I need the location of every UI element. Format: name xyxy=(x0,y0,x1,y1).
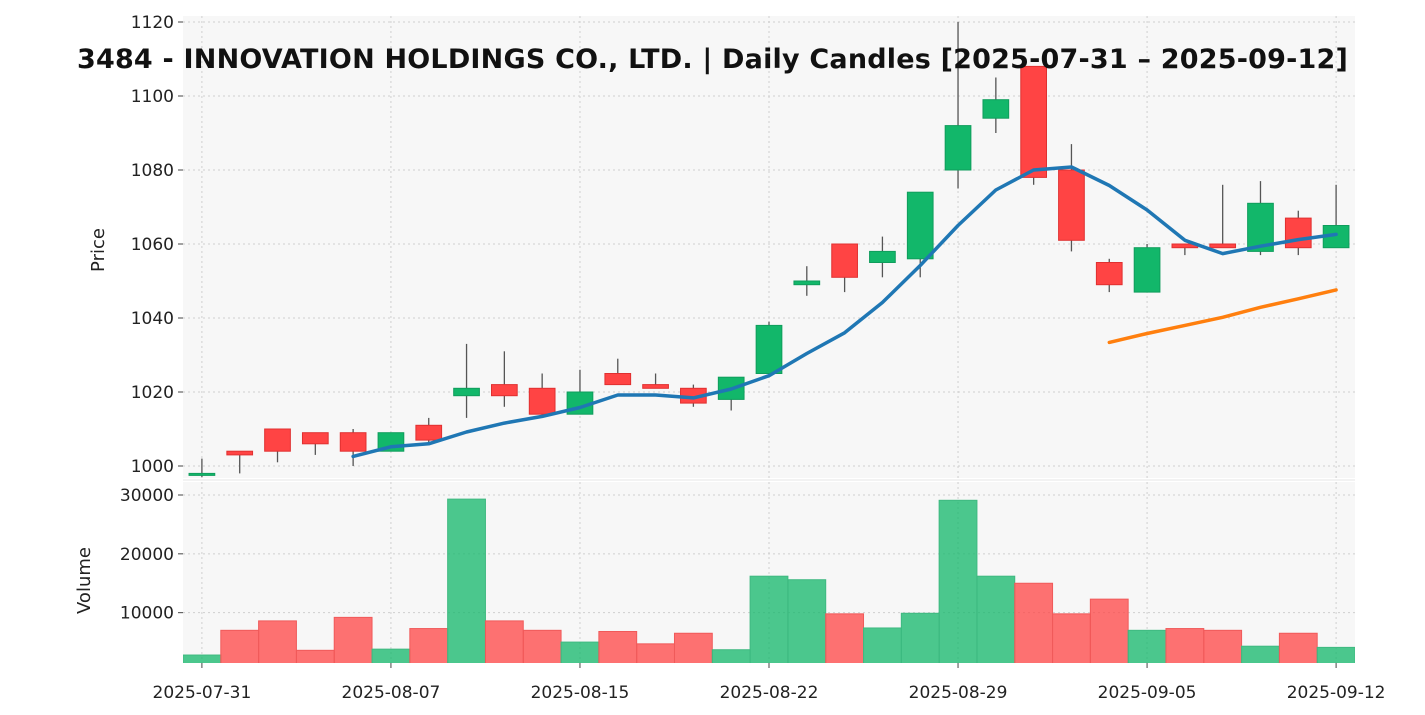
x-tick-label: 2025-08-22 xyxy=(720,683,819,703)
volume-bar xyxy=(825,613,865,663)
candle-body-up xyxy=(755,324,783,374)
candle-body-down xyxy=(264,428,291,452)
price-series xyxy=(188,22,1350,478)
price-y-tick-label: 1120 xyxy=(131,13,174,33)
volume-bar xyxy=(371,648,411,663)
x-tick-label: 2025-08-07 xyxy=(342,683,441,703)
volume-bar xyxy=(560,641,600,663)
candle-body-down xyxy=(831,243,858,278)
x-tick-label: 2025-09-05 xyxy=(1098,683,1197,703)
volume-bar xyxy=(938,499,978,663)
moving-average-line-short xyxy=(351,165,1338,459)
candle-body-up xyxy=(906,191,934,260)
volume-bar xyxy=(1278,632,1318,663)
candle-body-up xyxy=(982,99,1010,119)
volume-bar xyxy=(1316,646,1355,663)
volume-bar xyxy=(787,579,827,663)
volume-bar xyxy=(333,616,373,663)
volume-bar xyxy=(1127,629,1167,663)
volume-bar xyxy=(1165,628,1205,663)
candle-body-down xyxy=(1095,262,1123,286)
candle-body-down xyxy=(1209,243,1237,249)
volume-bar xyxy=(976,575,1016,663)
candle-body-up xyxy=(188,472,216,476)
volume-y-tick-label: 30000 xyxy=(120,486,174,506)
x-tick-label: 2025-08-15 xyxy=(531,683,630,703)
volume-axis-label: Volume xyxy=(74,547,95,614)
volume-bar xyxy=(749,575,789,663)
price-y-tick-label: 1000 xyxy=(131,457,174,477)
volume-bar xyxy=(258,620,297,663)
candle-body-down xyxy=(1058,169,1085,241)
x-tick-label: 2025-07-31 xyxy=(153,683,252,703)
volume-bar xyxy=(863,627,902,663)
volume-bar xyxy=(484,620,524,663)
volume-bar xyxy=(183,654,222,663)
candle-body-up xyxy=(453,387,480,397)
price-y-tick-label: 1060 xyxy=(131,235,174,255)
candle-body-down xyxy=(301,432,329,445)
candle-body-down xyxy=(226,450,254,456)
volume-bar xyxy=(711,649,751,663)
volume-bar xyxy=(522,629,562,663)
candle-body-down xyxy=(1284,217,1312,249)
candle-body-up xyxy=(793,280,821,286)
volume-bar xyxy=(1203,629,1243,663)
volume-bar xyxy=(1014,582,1054,663)
x-tick-label: 2025-08-29 xyxy=(909,683,1008,703)
price-y-tick-label: 1100 xyxy=(131,87,174,107)
chart-title: 3484 - INNOVATION HOLDINGS CO., LTD. | D… xyxy=(76,44,1349,75)
price-y-tick-label: 1080 xyxy=(131,161,174,181)
candle-body-down xyxy=(491,384,518,397)
price-y-tick-label: 1020 xyxy=(131,383,174,403)
candle-body-up xyxy=(944,125,972,171)
volume-bar xyxy=(447,498,486,663)
volume-y-tick-label: 10000 xyxy=(120,604,174,624)
candle-body-down xyxy=(642,384,669,389)
volume-bar xyxy=(295,649,335,663)
price-axis-label: Price xyxy=(88,228,109,272)
candle-body-down xyxy=(528,387,556,415)
volume-bar xyxy=(900,612,940,663)
volume-bar xyxy=(636,643,675,663)
price-y-tick-label: 1040 xyxy=(131,309,174,329)
volume-bar xyxy=(1052,613,1091,663)
candle-body-up xyxy=(1133,247,1161,293)
candle-body-down xyxy=(1020,65,1047,178)
volume-y-tick-label: 20000 xyxy=(120,545,174,565)
volume-bar xyxy=(1089,598,1129,663)
volume-bar xyxy=(220,629,260,663)
moving-average-line-long xyxy=(1107,288,1338,345)
volume-bar xyxy=(1241,645,1280,663)
volume-bars xyxy=(183,498,1355,663)
volume-bar xyxy=(409,628,449,663)
volume-bar xyxy=(673,632,713,663)
volume-bar xyxy=(598,630,638,663)
candle-body-down xyxy=(415,424,443,441)
candle-body-up xyxy=(869,250,896,263)
x-tick-label: 2025-09-12 xyxy=(1287,683,1386,703)
candle-body-down xyxy=(604,373,632,386)
candle-body-down xyxy=(339,432,367,452)
